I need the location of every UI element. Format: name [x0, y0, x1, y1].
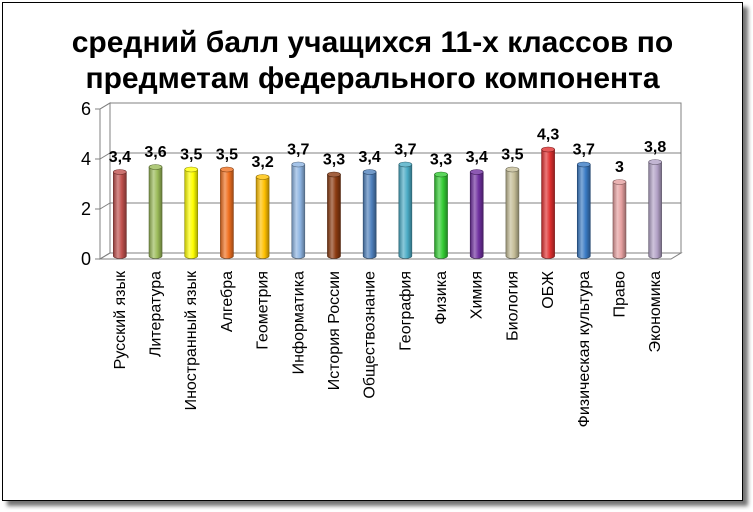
- category-label: Физическая культура: [576, 271, 593, 427]
- category-label: Биология: [504, 271, 521, 341]
- data-label: 3,4: [359, 149, 381, 166]
- data-label: 3,7: [394, 142, 416, 159]
- category-label: Право: [611, 271, 628, 318]
- category-label: Русский язык: [112, 270, 129, 369]
- data-label: 3,5: [501, 147, 523, 164]
- bar-top: [541, 146, 555, 153]
- gridline: [99, 152, 681, 160]
- bar-top: [220, 166, 234, 173]
- bar: [220, 169, 234, 259]
- side-wall: [99, 102, 111, 260]
- bar: [505, 169, 520, 259]
- bar-top: [434, 171, 448, 178]
- y-tick-label: 6: [81, 99, 91, 119]
- chart-frame: средний балл учащихся 11-х классов по пр…: [2, 2, 743, 501]
- category-label: ОБЖ: [540, 271, 557, 309]
- bar: [184, 169, 199, 259]
- bar-top: [255, 174, 270, 180]
- y-tick-label: 0: [81, 249, 91, 269]
- category-label: Химия: [469, 271, 486, 319]
- bar-top: [362, 169, 377, 175]
- bar: [576, 164, 591, 259]
- chart-title: средний балл учащихся 11-х классов по пр…: [3, 25, 742, 97]
- bar-top: [184, 166, 199, 173]
- data-label: 3,8: [644, 139, 666, 156]
- category-label: Физика: [433, 271, 450, 325]
- bar: [327, 174, 341, 259]
- data-label: 3,5: [216, 147, 238, 164]
- bar-top: [648, 159, 662, 165]
- chart-title-line-1: средний балл учащихся 11-х классов по: [71, 26, 674, 59]
- bar: [612, 181, 627, 259]
- chart-title-line-2: предметам федерального компонента: [85, 62, 660, 95]
- bar: [148, 166, 163, 259]
- category-label: Литература: [148, 271, 165, 357]
- bar-top: [291, 161, 306, 168]
- bar: [541, 149, 555, 259]
- bar-chart: 0 2 4 6 3,4 Русский язык 3,6 Литература 3,5 Иност…: [81, 99, 683, 427]
- bar-top: [113, 169, 127, 175]
- data-label: 3,4: [466, 149, 488, 166]
- category-label: Алгебра: [219, 271, 236, 332]
- bar-top: [576, 161, 591, 168]
- data-label: 3: [615, 159, 624, 176]
- y-tick-label: 2: [81, 199, 91, 219]
- bar-top: [469, 169, 484, 175]
- bar: [362, 171, 377, 259]
- data-label: 3,6: [144, 144, 166, 161]
- data-label: 3,3: [430, 152, 452, 169]
- bar: [255, 176, 270, 259]
- gridline: [99, 252, 681, 260]
- bar: [113, 171, 127, 259]
- gridline: [99, 102, 681, 110]
- category-label: Иностранный язык: [183, 270, 200, 410]
- category-label: Обществознание: [362, 271, 379, 399]
- bar: [398, 164, 413, 259]
- category-label: Экономика: [647, 271, 664, 353]
- bar-top: [505, 166, 520, 173]
- data-label: 3,7: [573, 142, 595, 159]
- category-label: История России: [326, 271, 343, 390]
- bar: [648, 161, 662, 259]
- y-tick-label: 4: [81, 149, 91, 169]
- data-label: 4,3: [537, 127, 559, 144]
- category-label: Геометрия: [255, 271, 272, 350]
- data-label: 3,4: [109, 149, 131, 166]
- bar: [469, 171, 484, 259]
- bar-top: [327, 171, 341, 178]
- data-label: 3,3: [323, 152, 345, 169]
- category-label: Информатика: [290, 271, 307, 374]
- data-label: 3,5: [180, 147, 202, 164]
- bar-top: [398, 161, 413, 168]
- category-label: География: [397, 271, 414, 351]
- bar-top: [612, 179, 627, 185]
- bar: [434, 174, 448, 259]
- data-label: 3,7: [287, 142, 309, 159]
- gridline: [99, 202, 681, 210]
- bar: [291, 164, 306, 259]
- data-label: 3,2: [251, 154, 273, 171]
- bar-top: [148, 164, 163, 170]
